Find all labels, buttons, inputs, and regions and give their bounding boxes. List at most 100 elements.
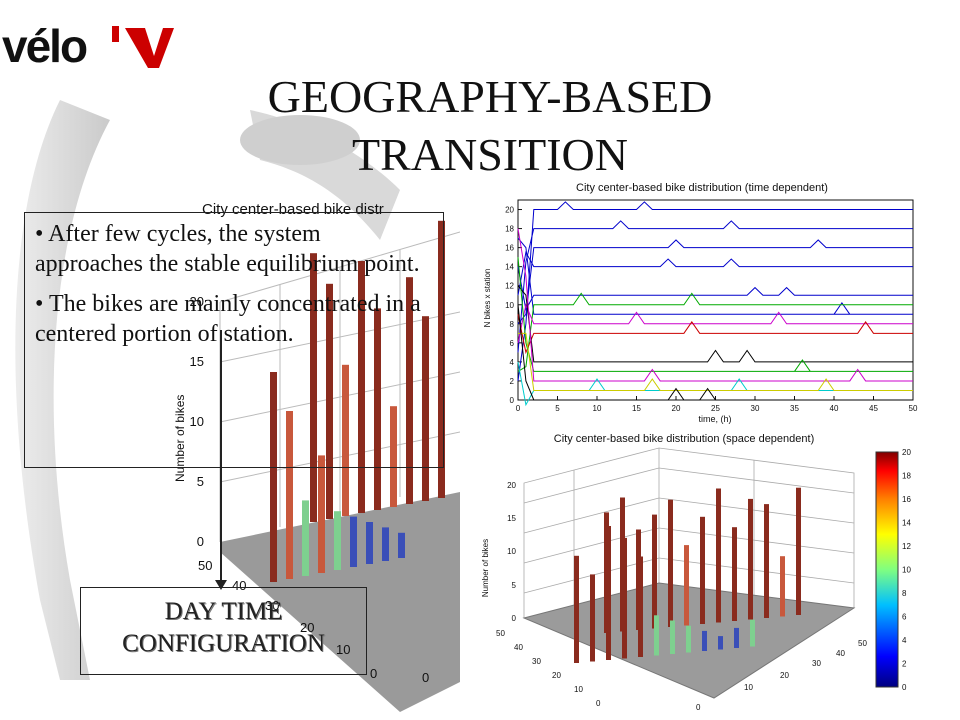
bullet-2: • The bikes are mainly concentrated in a… <box>35 291 421 347</box>
big-3d-bar <box>366 522 373 564</box>
line-chart-series-line <box>518 332 913 391</box>
surf-xtick: 0 <box>596 699 601 708</box>
line-chart-xtick: 10 <box>593 404 602 413</box>
line-chart-xtick: 50 <box>909 404 918 413</box>
surf-bar <box>684 545 689 626</box>
big-3d-bar <box>334 511 341 570</box>
surf-bar <box>748 498 753 620</box>
surf-ztick: 15 <box>507 514 516 523</box>
surf-ytick: 30 <box>812 659 821 668</box>
line-chart-series-line <box>517 228 913 382</box>
line-chart-plot-area <box>517 199 914 401</box>
colorbar-ticks: 0 2 4 6 8 10 12 14 16 18 20 <box>902 448 911 692</box>
big-3d-xtick: 50 <box>198 558 212 573</box>
surf-xtick: 30 <box>532 657 541 666</box>
line-chart-ytick: 8 <box>510 320 515 329</box>
surf-bar <box>796 487 801 615</box>
line-chart-series-line <box>517 304 913 401</box>
big-3d-bar <box>398 532 405 558</box>
surf-bar <box>606 526 611 660</box>
big-3d-ztick: 10 <box>190 414 204 429</box>
big-3d-ytick: 0 <box>422 670 429 685</box>
big-3d-bar <box>382 527 389 561</box>
surf-ytick: 20 <box>780 671 789 680</box>
bullet-1: • After few cycles, the system approache… <box>35 221 420 277</box>
surf-bar <box>652 514 657 629</box>
surf-bar <box>622 537 627 659</box>
surf-xtick: 20 <box>552 671 561 680</box>
surf-tick-labels: 0 5 10 15 20 50 40 30 20 10 0 0 10 20 30 40 50 <box>496 481 867 712</box>
velov-logo: vélo <box>2 20 174 70</box>
big-3d-xtick: 30 <box>265 598 279 613</box>
surf-ytick: 10 <box>744 683 753 692</box>
arrow-head <box>215 580 227 590</box>
day-box-line-1: DAY TIME <box>164 598 283 625</box>
big-3d-xtick: 20 <box>300 620 314 635</box>
line-chart-series-line <box>517 257 913 372</box>
big-3d-xtick: 40 <box>232 578 246 593</box>
surf-bar <box>734 627 739 648</box>
big-3d-zlabel: Number of bikes <box>173 395 187 482</box>
line-chart-xtick: 45 <box>869 404 878 413</box>
big-3d-bar <box>270 372 277 582</box>
line-chart-xtick: 25 <box>711 404 720 413</box>
colorbar-tick: 20 <box>902 448 911 457</box>
big-3d-bar <box>310 253 317 522</box>
big-3d-ztick: 15 <box>190 354 204 369</box>
surf-bar <box>764 504 769 618</box>
surf-bar <box>654 615 659 656</box>
surf-zlabel: Number of bikes <box>481 539 490 597</box>
big-3d-bar <box>302 500 309 576</box>
line-chart-series-line <box>517 303 913 343</box>
big-3d-bar <box>286 411 293 579</box>
time-dependent-line-chart: City center-based bike distribution (tim… <box>483 182 918 424</box>
bullet-box: • After few cycles, the system approache… <box>24 212 444 468</box>
big-3d-bar <box>422 316 429 501</box>
colorbar-tick: 18 <box>902 472 911 481</box>
big-3d-xtick: 0 <box>370 666 377 681</box>
big-3d-xtick: 10 <box>336 642 350 657</box>
line-chart-series-line <box>517 220 913 353</box>
surf-bar <box>700 516 705 624</box>
surf-ztick: 0 <box>512 614 517 623</box>
surf-bar <box>670 620 675 654</box>
background-watermark <box>15 100 400 680</box>
colorbar-tick: 16 <box>902 495 911 504</box>
line-chart-series-line <box>517 361 913 407</box>
big-3d-bar <box>342 364 349 516</box>
line-chart-series-line <box>517 201 913 382</box>
surf-xtick: 10 <box>574 685 583 694</box>
line-chart-ticks: 0 5 10 15 20 25 30 35 40 45 50 0 2 4 6 8 10 12 14 16 18 20 <box>505 206 918 413</box>
line-chart-ytick: 2 <box>510 377 515 386</box>
line-chart-xtick: 5 <box>555 404 560 413</box>
surf-xtick: 50 <box>496 629 505 638</box>
big-3d-tick-labels: 0 5 10 15 20 50 40 30 20 10 0 0 <box>190 294 430 685</box>
line-chart-xtick: 40 <box>830 404 839 413</box>
line-chart-series-line <box>517 292 913 372</box>
surf-bar <box>638 556 643 657</box>
big-3d-bar <box>374 308 381 510</box>
surf-ytick: 0 <box>696 703 701 712</box>
line-chart-series-line <box>517 266 913 311</box>
colorbar-tick: 0 <box>902 683 907 692</box>
line-chart-xtick: 30 <box>751 404 760 413</box>
surf-bars <box>574 487 801 663</box>
surf-bar <box>732 527 737 621</box>
colorbar-tick: 6 <box>902 613 907 622</box>
line-chart-series-line <box>517 237 913 315</box>
line-chart-xtick: 35 <box>790 404 799 413</box>
surf-bar <box>590 574 595 662</box>
day-time-box: DAY TIME CONFIGURATION <box>80 587 367 675</box>
line-chart-xtick: 15 <box>632 404 641 413</box>
line-chart-ytick: 12 <box>505 282 514 291</box>
big-3d-title: City center-based bike distr <box>202 201 384 218</box>
surf-bar <box>668 499 673 627</box>
surf-bar <box>686 625 691 653</box>
big-3d-bar <box>438 220 445 499</box>
big-3d-bar-chart: City center-based bike distr 0 5 10 15 20 50 4… <box>173 201 460 712</box>
surf-ztick: 20 <box>507 481 516 490</box>
line-chart-ytick: 20 <box>505 206 514 215</box>
title-line-1: GEOGRAPHY-BASED <box>267 71 713 122</box>
line-chart-series-line <box>517 250 913 296</box>
big-3d-bar <box>358 261 365 513</box>
